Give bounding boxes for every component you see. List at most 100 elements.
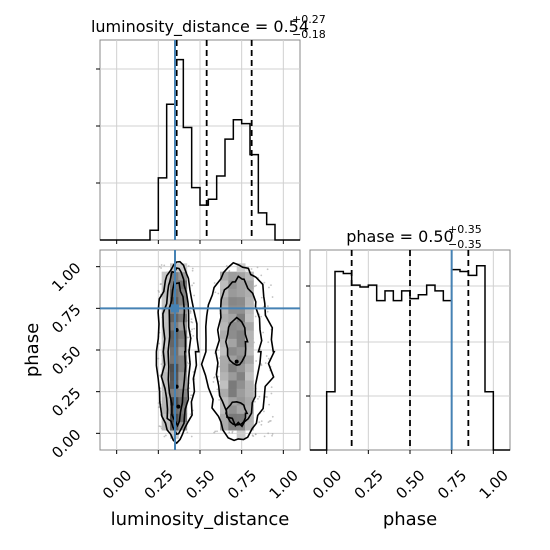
scatter-point xyxy=(267,341,270,344)
density-cell xyxy=(236,296,246,306)
density-cell xyxy=(245,280,254,289)
density-cell xyxy=(178,263,188,273)
scatter-point xyxy=(158,265,161,268)
density-cell xyxy=(245,305,254,314)
density-cell xyxy=(220,421,229,431)
scatter-point xyxy=(228,431,231,434)
density-cell xyxy=(228,421,238,431)
density-cell xyxy=(245,346,254,356)
scatter-point xyxy=(159,425,162,428)
scatter-point xyxy=(260,363,263,365)
luminosity-distance-title-sup: +0.27 xyxy=(292,13,326,26)
phase-title-sup: +0.35 xyxy=(448,223,482,236)
density-cell xyxy=(178,363,188,373)
density-cell xyxy=(236,430,246,439)
density-cell xyxy=(228,346,238,356)
scatter-point xyxy=(189,312,192,314)
scatter-point xyxy=(216,430,218,433)
density-cell xyxy=(236,405,246,414)
density-cell xyxy=(178,313,188,323)
scatter-point xyxy=(157,357,160,360)
density-cell xyxy=(178,405,188,414)
scatter-point xyxy=(271,434,273,437)
density-cell xyxy=(228,396,238,406)
density-cell xyxy=(220,313,229,323)
scatter-point xyxy=(187,336,190,339)
scatter-point xyxy=(270,284,272,287)
density-cell xyxy=(236,413,246,423)
density-cell xyxy=(228,280,238,289)
density-ytick-label-1: 0.25 xyxy=(48,384,84,420)
scatter-point xyxy=(257,397,259,400)
scatter-point xyxy=(192,371,195,373)
density-cell xyxy=(161,280,171,289)
scatter-point xyxy=(250,268,253,270)
density-cell xyxy=(236,271,246,281)
scatter-point xyxy=(269,419,272,422)
density-ytick-label-4: 1.00 xyxy=(48,259,84,295)
contour-right-outer xyxy=(200,261,276,442)
density-truth-marker xyxy=(171,304,179,313)
scatter-point xyxy=(191,321,194,324)
scatter-point xyxy=(271,296,274,298)
density-cell xyxy=(245,380,254,389)
phase-xtick-label-1: 0.25 xyxy=(351,466,387,502)
density-cell xyxy=(245,355,254,364)
x-axis-label-phase: phase xyxy=(383,509,437,530)
scatter-point xyxy=(254,400,256,403)
density-cell xyxy=(178,355,188,364)
scatter-point xyxy=(246,268,248,271)
density-cell xyxy=(161,380,171,389)
scatter-point xyxy=(262,331,265,334)
density-cell xyxy=(161,363,171,373)
density-cell xyxy=(220,280,229,289)
scatter-point xyxy=(163,264,166,267)
scatter-point xyxy=(217,292,220,295)
density-cell xyxy=(220,413,229,423)
density-cell xyxy=(178,338,188,348)
scatter-point xyxy=(189,310,192,312)
density-cell xyxy=(236,338,246,348)
density-cell xyxy=(245,421,254,431)
scatter-point xyxy=(268,286,270,289)
scatter-point xyxy=(266,310,269,313)
scatter-point xyxy=(190,318,193,321)
luminosity-distance-vs-phase-density: 0.00 0.25 0.50 0.75 1.000.000.250.500.751.00 xyxy=(48,249,302,503)
density-peak-dot-2 xyxy=(176,404,181,409)
scatter-point xyxy=(271,415,274,418)
density-cell xyxy=(228,388,238,398)
scatter-point xyxy=(216,388,219,391)
scatter-point xyxy=(218,357,221,359)
density-cell xyxy=(236,321,246,331)
phase-xtick-label-3: 0.75 xyxy=(434,466,470,502)
density-cell xyxy=(245,363,254,373)
density-cell xyxy=(245,321,254,331)
scatter-point xyxy=(217,375,220,378)
density-cell xyxy=(236,380,246,389)
density-cell xyxy=(178,346,188,356)
scatter-point xyxy=(187,362,190,365)
phase-xtick-label-0: 0.00 xyxy=(309,466,345,502)
luminosity-distance-histogram-line xyxy=(100,58,300,241)
density-xtick-label-3: 0.75 xyxy=(224,466,260,502)
density-cell xyxy=(245,313,254,323)
density-cell xyxy=(178,371,188,381)
scatter-point xyxy=(253,285,256,288)
scatter-point xyxy=(191,269,194,272)
density-ytick-label-0: 0.00 xyxy=(48,426,84,462)
luminosity-distance-title-sub: −0.18 xyxy=(292,28,326,41)
x-axis-label-luminosity-distance: luminosity_distance xyxy=(111,509,290,530)
scatter-point xyxy=(214,291,217,294)
scatter-point xyxy=(193,294,196,297)
scatter-point xyxy=(263,435,266,438)
density-cell xyxy=(220,288,229,298)
density-cell xyxy=(220,355,229,364)
density-cell xyxy=(245,388,254,398)
scatter-point xyxy=(212,381,215,383)
phase-xtick-label-4: 1.00 xyxy=(476,466,512,502)
density-cell xyxy=(220,305,229,314)
density-cell xyxy=(161,330,171,339)
scatter-point xyxy=(191,267,194,270)
density-cell xyxy=(245,396,254,406)
scatter-point xyxy=(254,315,257,318)
